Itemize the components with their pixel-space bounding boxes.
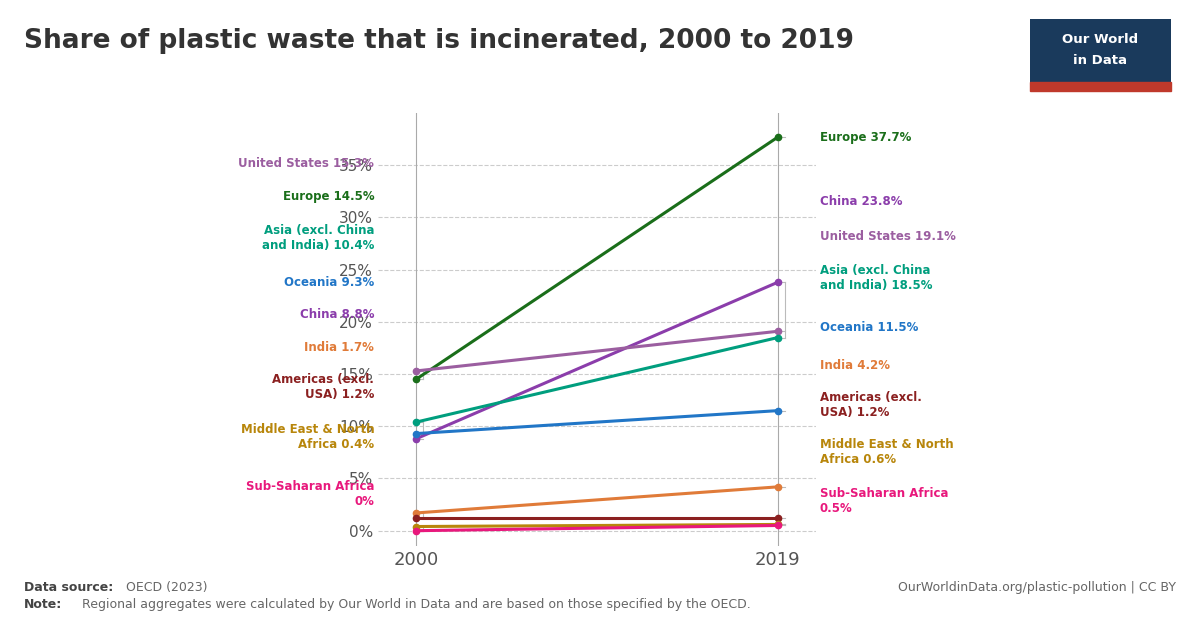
Text: India 1.7%: India 1.7% — [305, 342, 374, 354]
Text: OECD (2023): OECD (2023) — [126, 581, 208, 594]
Text: Share of plastic waste that is incinerated, 2000 to 2019: Share of plastic waste that is incinerat… — [24, 28, 854, 54]
Text: Oceania 11.5%: Oceania 11.5% — [820, 320, 918, 333]
Text: Sub-Saharan Africa
0.5%: Sub-Saharan Africa 0.5% — [820, 487, 948, 516]
Text: Europe 14.5%: Europe 14.5% — [282, 190, 374, 203]
Text: in Data: in Data — [1074, 54, 1128, 67]
Bar — [1030, 82, 1171, 91]
Text: Middle East & North
Africa 0.6%: Middle East & North Africa 0.6% — [820, 438, 954, 467]
Text: Oceania 9.3%: Oceania 9.3% — [284, 276, 374, 289]
Text: Middle East & North
Africa 0.4%: Middle East & North Africa 0.4% — [240, 423, 374, 451]
Text: United States 19.1%: United States 19.1% — [820, 230, 955, 243]
Text: United States 15.3%: United States 15.3% — [239, 156, 374, 170]
Text: Asia (excl. China
and India) 18.5%: Asia (excl. China and India) 18.5% — [820, 264, 932, 292]
Text: Note:: Note: — [24, 598, 62, 611]
Text: Americas (excl.
USA) 1.2%: Americas (excl. USA) 1.2% — [272, 372, 374, 401]
Text: Americas (excl.
USA) 1.2%: Americas (excl. USA) 1.2% — [820, 391, 922, 420]
Text: Regional aggregates were calculated by Our World in Data and are based on those : Regional aggregates were calculated by O… — [82, 598, 750, 611]
Text: OurWorldinData.org/plastic-pollution | CC BY: OurWorldinData.org/plastic-pollution | C… — [898, 581, 1176, 594]
Text: Asia (excl. China
and India) 10.4%: Asia (excl. China and India) 10.4% — [262, 224, 374, 252]
Text: Our World: Our World — [1062, 33, 1139, 46]
Text: China 23.8%: China 23.8% — [820, 195, 902, 208]
Text: China 8.8%: China 8.8% — [300, 308, 374, 321]
Text: India 4.2%: India 4.2% — [820, 359, 890, 372]
Text: Europe 37.7%: Europe 37.7% — [820, 131, 911, 144]
Text: Data source:: Data source: — [24, 581, 113, 594]
Text: Sub-Saharan Africa
0%: Sub-Saharan Africa 0% — [246, 480, 374, 508]
